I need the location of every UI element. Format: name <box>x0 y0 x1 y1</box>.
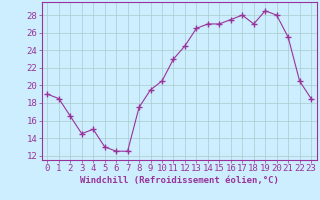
X-axis label: Windchill (Refroidissement éolien,°C): Windchill (Refroidissement éolien,°C) <box>80 176 279 185</box>
